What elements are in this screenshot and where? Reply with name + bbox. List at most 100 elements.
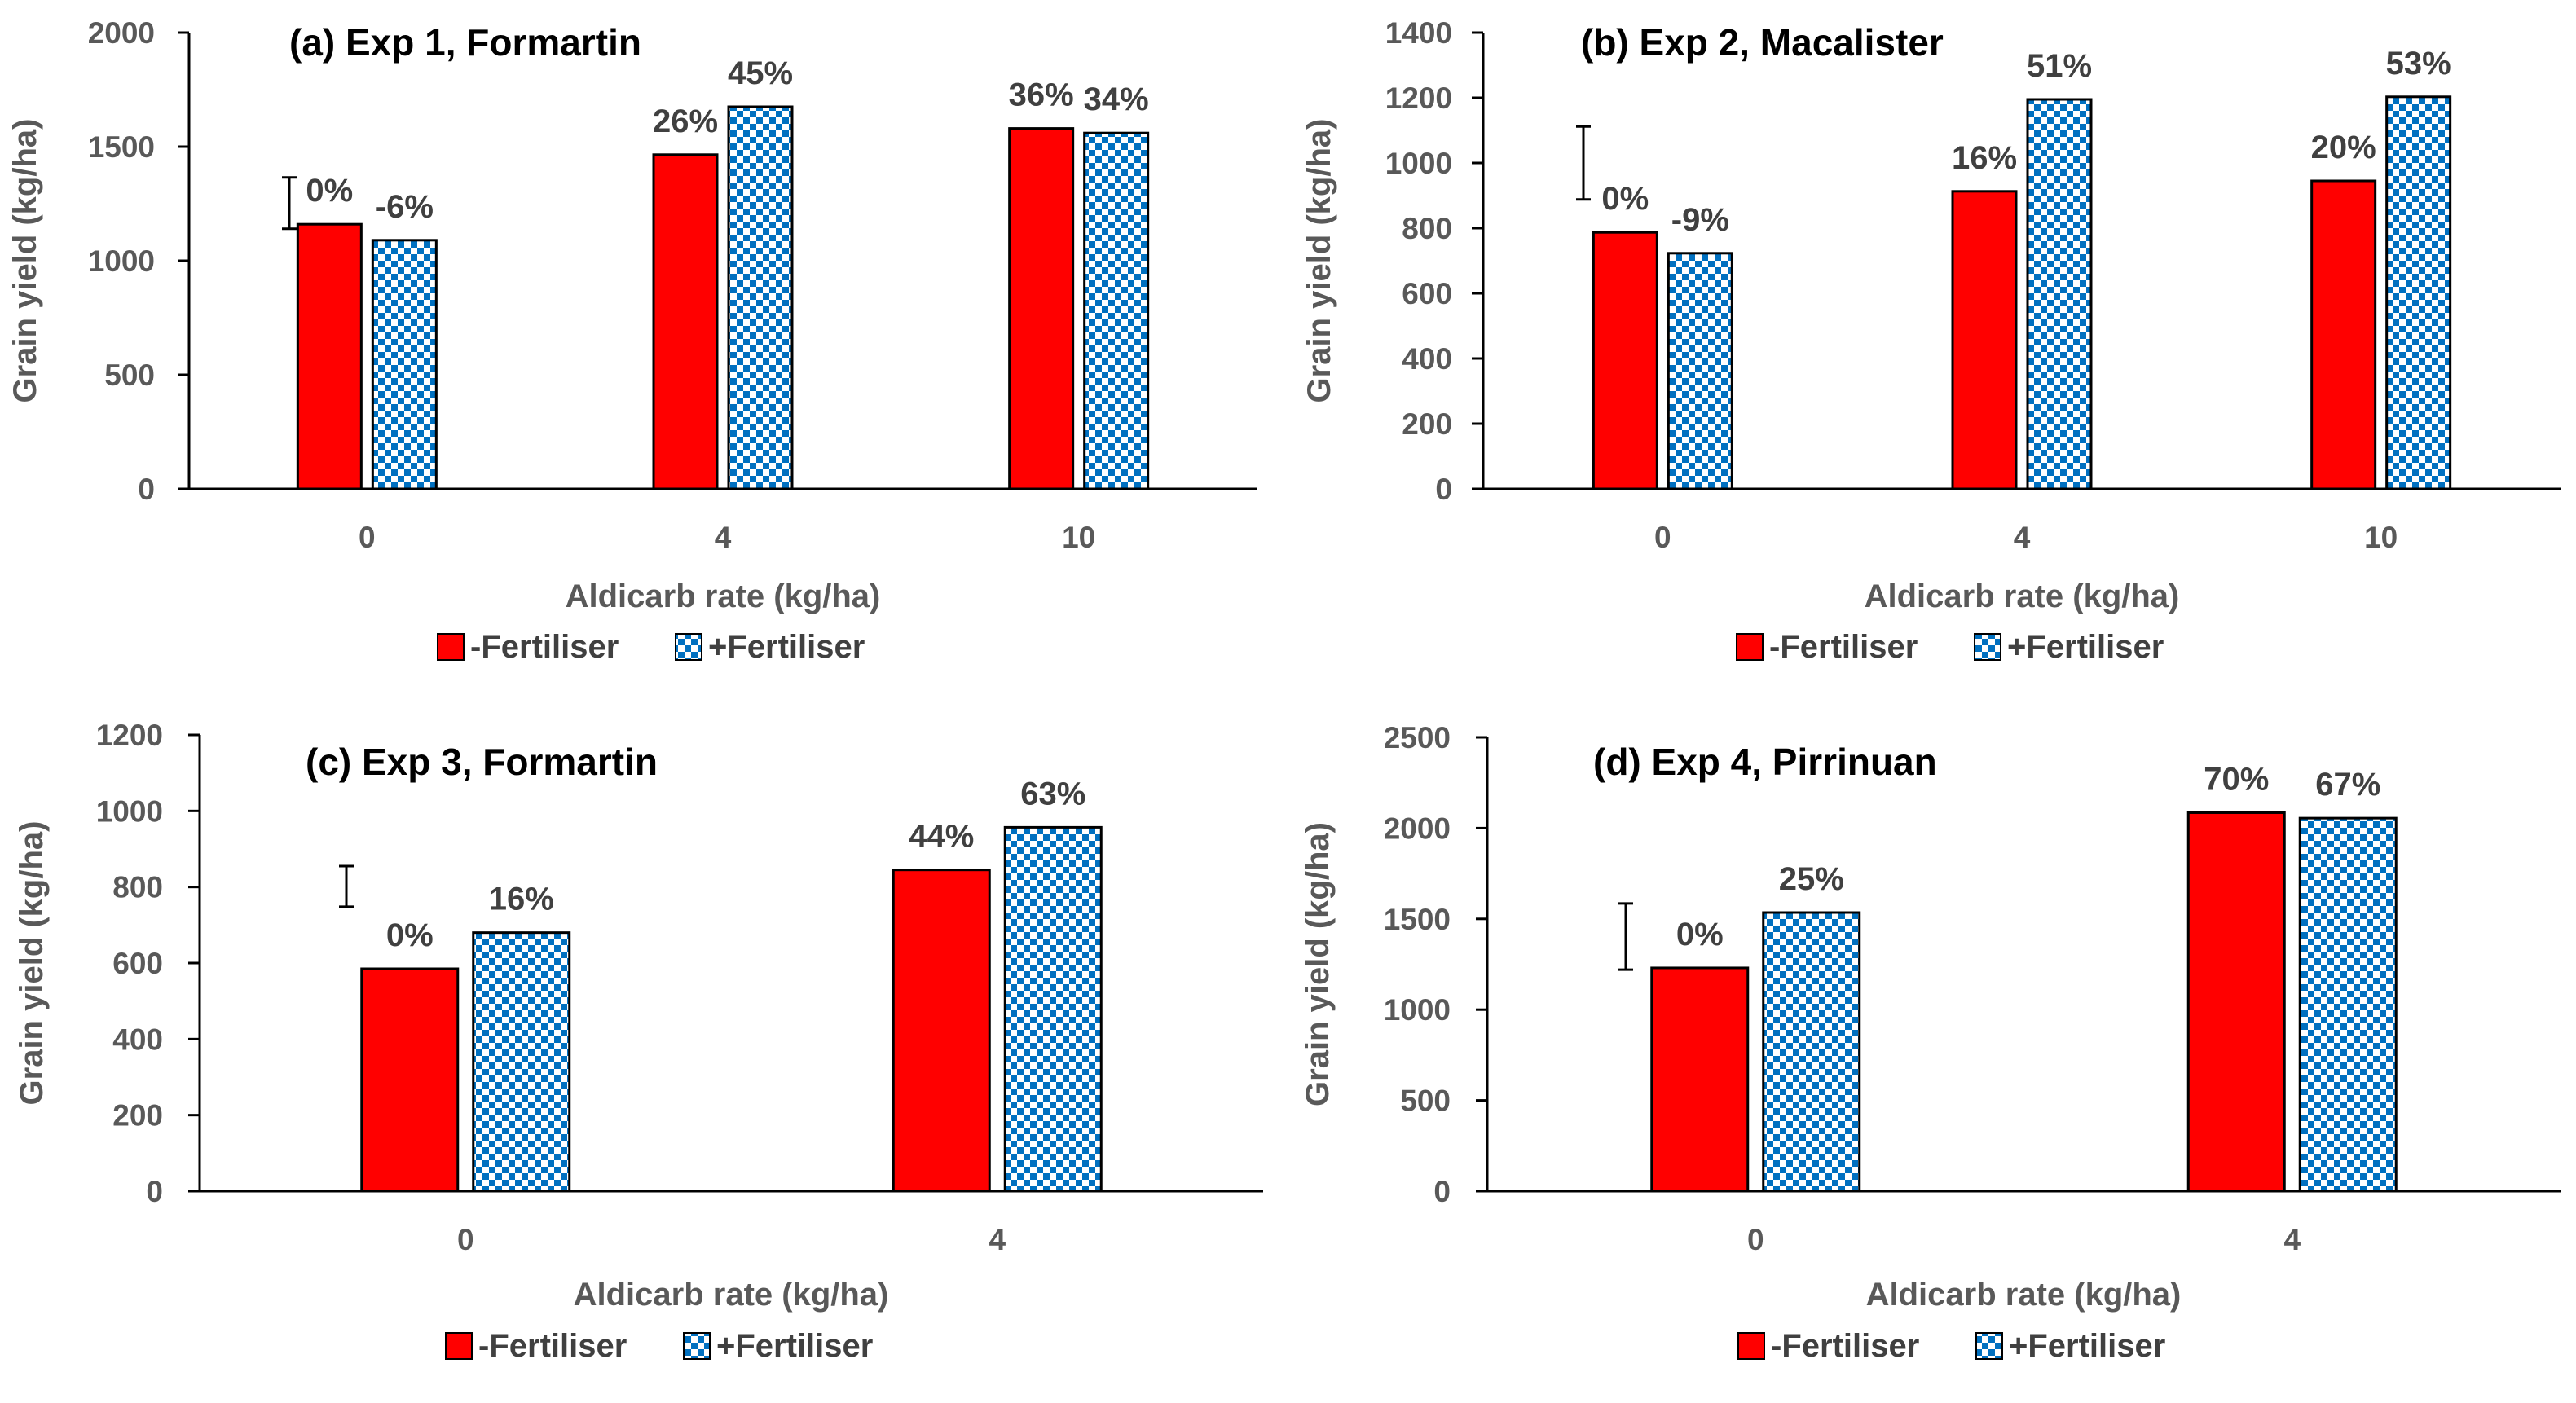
bar-data-label: 63%	[1020, 776, 1085, 811]
bar-fertiliser	[1003, 825, 1103, 1193]
y-tick-label: 0	[138, 473, 155, 506]
x-tick-label: 0	[359, 521, 376, 554]
chart-panel-1: 0 200 400 600 800 1000 1200 1400 0% -9% 0 16% 51% 4 20…	[1301, 16, 2561, 665]
bar-no-fertiliser	[892, 869, 991, 1193]
bar-data-label: 51%	[2027, 48, 2092, 84]
chart-panel-2: 0 200 400 600 800 1000 1200 0% 16% 0 44% 63% 4 (c) Ex…	[14, 719, 1263, 1364]
y-tick-label: 1200	[96, 719, 163, 752]
bar-fertiliser	[371, 239, 438, 490]
bar-data-label: 44%	[909, 819, 974, 855]
x-tick-label: 4	[2014, 521, 2031, 554]
bar-data-label: -6%	[376, 189, 434, 225]
x-tick-label: 0	[457, 1223, 474, 1256]
bar-data-label: -9%	[1671, 202, 1729, 238]
legend-swatch-no-fertiliser	[445, 1332, 473, 1360]
bar-no-fertiliser	[360, 967, 460, 1193]
legend-swatch-fertiliser	[675, 633, 702, 661]
legend-swatch-no-fertiliser	[1736, 633, 1764, 661]
legend-label-no-fertiliser: -Fertiliser	[470, 629, 619, 665]
y-tick-label: 1000	[1385, 147, 1452, 180]
y-tick-label: 400	[112, 1023, 163, 1056]
y-tick-label: 800	[112, 871, 163, 904]
y-tick-label: 600	[112, 947, 163, 980]
bar-fertiliser	[2298, 816, 2398, 1193]
y-tick-label: 400	[1402, 342, 1452, 376]
y-tick-label: 0	[1435, 473, 1452, 506]
bar-data-label: 34%	[1084, 81, 1149, 117]
legend-label-no-fertiliser: -Fertiliser	[478, 1328, 627, 1364]
legend-swatch-no-fertiliser	[437, 633, 465, 661]
x-tick-label: 4	[2283, 1223, 2301, 1256]
legend: -Fertiliser +Fertiliser	[445, 1328, 873, 1364]
legend-swatch-fertiliser	[1974, 633, 2001, 661]
legend-label-fertiliser: +Fertiliser	[2007, 629, 2164, 665]
panel-title: (d) Exp 4, Pirrinuan	[1593, 741, 1937, 783]
y-tick-label: 200	[112, 1099, 163, 1133]
legend-label-no-fertiliser: -Fertiliser	[1769, 629, 1918, 665]
bar-no-fertiliser	[652, 153, 719, 490]
bar-data-label: 0%	[386, 917, 434, 953]
y-tick-label: 1500	[88, 130, 155, 164]
bar-no-fertiliser	[2186, 811, 2286, 1193]
y-axis-title: Grain yield (kg/ha)	[7, 119, 43, 403]
legend-label-fertiliser: +Fertiliser	[716, 1328, 873, 1364]
panel-title: (a) Exp 1, Formartin	[289, 21, 641, 64]
bar-fertiliser	[727, 105, 794, 490]
y-tick-label: 500	[1400, 1084, 1451, 1118]
bar-data-label: 20%	[2311, 130, 2376, 165]
bar-fertiliser	[1083, 131, 1150, 490]
bar-no-fertiliser	[1008, 127, 1075, 490]
y-tick-label: 2500	[1384, 721, 1451, 754]
legend-swatch-fertiliser	[683, 1332, 711, 1360]
y-axis-title: Grain yield (kg/ha)	[1300, 822, 1336, 1106]
bar-data-label: 45%	[728, 55, 793, 91]
panel-title: (c) Exp 3, Formartin	[306, 741, 658, 783]
y-tick-label: 0	[1433, 1175, 1451, 1208]
panel-title: (b) Exp 2, Macalister	[1581, 21, 1944, 64]
legend: -Fertiliser +Fertiliser	[1737, 1328, 2165, 1364]
y-axis-title: Grain yield (kg/ha)	[1301, 119, 1337, 403]
bar-data-label: 36%	[1009, 77, 1074, 113]
bar-data-label: 0%	[306, 173, 353, 209]
bar-fertiliser	[2026, 98, 2093, 490]
legend: -Fertiliser +Fertiliser	[437, 629, 865, 665]
y-tick-label: 1000	[1384, 993, 1451, 1027]
y-tick-label: 800	[1402, 212, 1452, 245]
legend-label-no-fertiliser: -Fertiliser	[1771, 1328, 1919, 1364]
y-tick-label: 2000	[88, 16, 155, 50]
chart-panel-0: 0 500 1000 1500 2000 0% -6% 0 26% 45% 4 36% 34% 10 (a)…	[7, 16, 1257, 665]
y-tick-label: 200	[1402, 407, 1452, 441]
y-tick-label: 500	[104, 358, 155, 392]
legend-label-fertiliser: +Fertiliser	[2009, 1328, 2165, 1364]
y-tick-label: 2000	[1384, 811, 1451, 845]
x-tick-label: 4	[715, 521, 732, 554]
bar-data-label: 25%	[1779, 861, 1844, 897]
x-tick-label: 0	[1654, 521, 1671, 554]
bar-fertiliser	[472, 931, 571, 1193]
y-tick-label: 1000	[96, 794, 163, 828]
bar-no-fertiliser	[1951, 190, 2018, 490]
y-tick-label: 1500	[1384, 903, 1451, 936]
y-tick-label: 0	[146, 1175, 163, 1208]
bar-data-label: 26%	[653, 103, 718, 139]
x-tick-label: 10	[1062, 521, 1095, 554]
bar-no-fertiliser	[1592, 231, 1658, 490]
bar-fertiliser	[1667, 252, 1733, 490]
x-axis-title: Aldicarb rate (kg/ha)	[566, 578, 881, 614]
y-tick-label: 1400	[1385, 16, 1452, 50]
bar-data-label: 16%	[489, 882, 554, 917]
bar-no-fertiliser	[2310, 179, 2377, 490]
x-axis-title: Aldicarb rate (kg/ha)	[574, 1277, 889, 1313]
bar-fertiliser	[1762, 911, 1861, 1193]
bar-no-fertiliser	[1650, 966, 1750, 1193]
x-tick-label: 10	[2364, 521, 2398, 554]
x-tick-label: 4	[989, 1223, 1006, 1256]
bar-data-label: 70%	[2204, 761, 2269, 797]
x-tick-label: 0	[1747, 1223, 1764, 1256]
legend-swatch-no-fertiliser	[1737, 1332, 1765, 1360]
y-axis-title: Grain yield (kg/ha)	[14, 821, 50, 1106]
legend-label-fertiliser: +Fertiliser	[708, 629, 865, 665]
bar-data-label: 53%	[2386, 46, 2451, 81]
